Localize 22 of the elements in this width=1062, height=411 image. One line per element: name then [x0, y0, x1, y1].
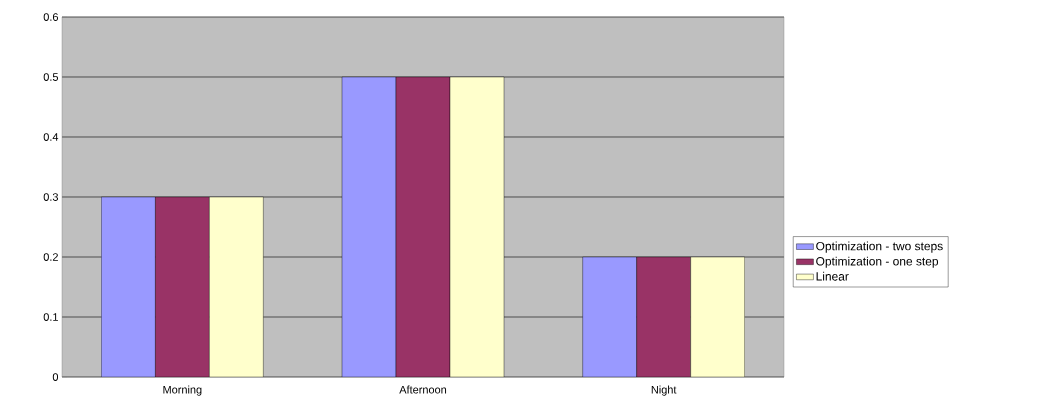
- y-tick-label: 0.2: [43, 253, 58, 261]
- y-tick-label: 0.5: [43, 73, 59, 81]
- bar: [449, 76, 505, 377]
- y-tick-label: 0.6: [43, 13, 58, 21]
- x-tick-label: Afternoon: [399, 385, 447, 394]
- bar: [101, 196, 156, 377]
- bar: [395, 76, 451, 377]
- legend-label: Linear: [816, 271, 849, 281]
- legend-label: Optimization - two steps: [816, 241, 943, 253]
- bar: [582, 256, 637, 377]
- bar: [155, 196, 210, 377]
- y-tick-label: 0.3: [43, 193, 58, 201]
- bar: [636, 256, 691, 377]
- y-tick-label: 0.4: [43, 133, 59, 141]
- y-tick-label: 0.1: [43, 313, 58, 321]
- bar: [341, 76, 397, 377]
- bar: [209, 196, 264, 377]
- legend-label: Optimization - one step: [816, 256, 939, 268]
- x-tick-label: Morning: [163, 385, 202, 396]
- x-tick-label: Night: [651, 385, 677, 396]
- bar: [690, 256, 745, 377]
- y-tick-label: 0: [52, 373, 59, 381]
